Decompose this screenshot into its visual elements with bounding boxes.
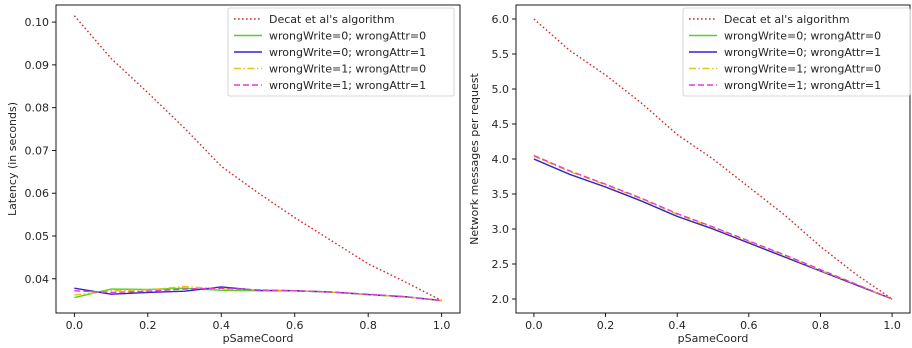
x-tick-label: 0.6 <box>286 319 304 332</box>
series-line-5 <box>533 154 893 300</box>
x-tick-label: 0.0 <box>66 319 84 332</box>
x-tick-label: 1.0 <box>883 319 901 332</box>
y-tick-label: 5.0 <box>492 83 510 96</box>
legend-label: wrongWrite=1; wrongAttr=1 <box>269 79 426 92</box>
y-tick-label: 0.09 <box>25 59 50 72</box>
x-tick-label: 0.2 <box>139 319 157 332</box>
y-tick-label: 0.05 <box>25 230 50 243</box>
x-tick-label: 0.2 <box>597 319 615 332</box>
legend-label: Decat et al's algorithm <box>724 13 850 26</box>
y-axis-label: Network messages per request <box>468 72 481 244</box>
x-tick-label: 0.4 <box>668 319 686 332</box>
legend: Decat et al's algorithm wrongWrite=0; wro… <box>227 7 455 97</box>
series-line-3 <box>533 158 893 300</box>
series-group <box>533 18 893 300</box>
x-tick-label: 0.8 <box>359 319 377 332</box>
y-tick-label: 4.0 <box>492 153 510 166</box>
legend-label: Decat et al's algorithm <box>269 13 395 26</box>
chart-network-messages: 0.0 0.2 0.4 0.6 0.8 1.0 2.0 2.5 3.0 3.5 4.0 4.5 5.0 5… <box>468 4 911 345</box>
legend: Decat et al's algorithm wrongWrite=0; wro… <box>682 7 911 97</box>
y-tick-label: 0.06 <box>25 187 50 200</box>
y-tick-label: 3.0 <box>492 223 510 236</box>
y-tick-label: 0.07 <box>25 144 50 157</box>
chart-latency: 0.0 0.2 0.4 0.6 0.8 1.0 0.04 0.05 0.06 0.07 0.08 0.… <box>6 4 461 345</box>
x-tick-label: 1.0 <box>433 319 451 332</box>
legend-label: wrongWrite=0; wrongAttr=1 <box>724 46 881 59</box>
y-tick-label: 4.5 <box>492 118 510 131</box>
y-tick-label: 0.08 <box>25 102 50 115</box>
x-tick-label: 0.8 <box>812 319 830 332</box>
legend-label: wrongWrite=1; wrongAttr=1 <box>724 79 881 92</box>
legend-label: wrongWrite=1; wrongAttr=0 <box>724 63 881 76</box>
x-tick-label: 0.6 <box>740 319 758 332</box>
series-line-1 <box>533 18 893 300</box>
y-tick-label: 6.0 <box>492 13 510 26</box>
x-tick-label: 0.4 <box>213 319 231 332</box>
series-line-5 <box>74 287 442 302</box>
series-line-1 <box>73 15 442 302</box>
x-axis-label: pSameCoord <box>678 332 749 344</box>
plot-frame <box>55 4 461 314</box>
x-tick-label: 0.0 <box>525 319 543 332</box>
legend-label: wrongWrite=0; wrongAttr=0 <box>269 30 426 43</box>
y-tick-label: 0.04 <box>25 273 50 286</box>
y-tick-label: 2.5 <box>492 258 510 271</box>
y-tick-label: 2.0 <box>492 293 510 306</box>
legend-label: wrongWrite=0; wrongAttr=0 <box>724 30 881 43</box>
legend-label: wrongWrite=1; wrongAttr=0 <box>269 63 426 76</box>
y-tick-label: 3.5 <box>492 188 510 201</box>
y-tick-label: 0.10 <box>25 16 50 29</box>
y-axis-label: Latency (in seconds) <box>6 102 19 216</box>
legend-box <box>682 7 911 97</box>
x-axis-label: pSameCoord <box>223 332 294 344</box>
legend-label: wrongWrite=0; wrongAttr=1 <box>269 46 426 59</box>
legend-box <box>227 7 455 97</box>
series-group <box>73 15 442 302</box>
y-tick-label: 5.5 <box>492 48 510 61</box>
